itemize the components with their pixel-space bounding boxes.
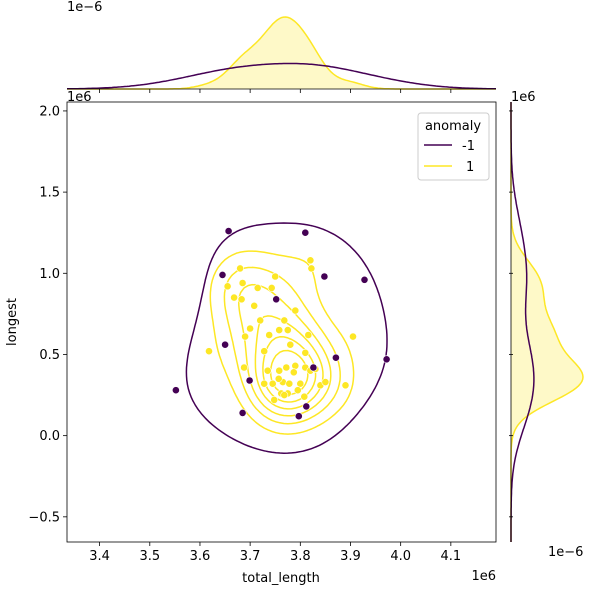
normal-point — [341, 381, 350, 390]
anomaly-point — [294, 412, 303, 421]
kde-contour-normal-level — [209, 250, 355, 435]
normal-point — [230, 293, 238, 302]
normal-point — [291, 306, 300, 315]
x-tick-label: 3.9 — [340, 549, 361, 564]
normal-point — [275, 366, 284, 375]
normal-point — [275, 326, 284, 334]
normal-point — [286, 340, 295, 349]
normal-point — [307, 264, 316, 273]
y-tick-label: 0.0 — [39, 429, 60, 444]
normal-point — [250, 301, 259, 310]
normal-point — [304, 331, 313, 339]
normal-point — [293, 386, 302, 395]
normal-point — [268, 379, 277, 388]
normal-point — [289, 368, 298, 377]
anomaly-point — [331, 353, 340, 362]
normal-point — [274, 374, 283, 383]
normal-point — [296, 379, 305, 388]
anomaly-point — [221, 340, 229, 349]
normal-point — [280, 316, 289, 325]
y-axis-offset-label: 1e6 — [67, 90, 92, 105]
top-marginal-density — [67, 16, 496, 90]
top-marginal-offset-label: 1e−6 — [67, 0, 102, 15]
normal-point — [282, 363, 291, 372]
x-axis-offset-label: 1e6 — [471, 569, 496, 584]
y-tick-label: −0.5 — [28, 510, 60, 525]
anomaly-point — [309, 363, 318, 372]
anomaly-point — [382, 355, 391, 364]
x-tick-label: 4.1 — [440, 549, 461, 564]
normal-point — [238, 279, 247, 287]
kde-contours-normal — [209, 250, 355, 435]
y-axis-ticks: −0.5 0.0 0.5 1.0 1.5 2.0 — [28, 104, 513, 525]
legend: anomaly -1 1 — [417, 112, 490, 181]
normal-point — [236, 264, 244, 273]
anomaly-point — [301, 228, 310, 237]
normal-point — [301, 348, 310, 357]
anomaly-point — [245, 376, 254, 385]
x-tick-label: 3.4 — [89, 549, 110, 564]
x-tick-label: 3.5 — [139, 549, 160, 564]
x-tick-label: 4.0 — [390, 549, 411, 564]
right-marginal-density — [510, 102, 584, 542]
normal-point — [280, 391, 289, 399]
y-axis-label: longest — [5, 298, 20, 346]
x-tick-label: 3.6 — [190, 549, 211, 564]
normal-point — [223, 282, 232, 291]
x-tick-label: 3.7 — [240, 549, 261, 564]
normal-point — [253, 283, 262, 292]
normal-point — [205, 347, 213, 356]
normal-point — [246, 324, 254, 333]
normal-point — [237, 295, 246, 304]
right-density-fill-normal — [511, 102, 583, 542]
normal-point — [271, 272, 280, 281]
y-tick-label: 2.0 — [39, 104, 60, 119]
normal-point — [260, 379, 269, 388]
anomaly-point — [302, 402, 311, 411]
y-tick-label: 1.5 — [39, 186, 60, 201]
top-density-line-anomaly — [67, 62, 496, 90]
anomaly-point — [272, 295, 281, 304]
anomaly-point — [320, 272, 329, 281]
normal-point — [349, 332, 357, 341]
right-marginal-offset-label: 1e−6 — [548, 545, 583, 560]
y-tick-label: 1.0 — [39, 267, 60, 282]
normal-point — [265, 331, 274, 339]
anomaly-point — [360, 275, 369, 284]
right-marginal-top-offset: 1e6 — [511, 90, 536, 105]
normal-point — [256, 316, 265, 325]
normal-point — [285, 379, 294, 388]
x-axis-ticks: 3.4 3.5 3.6 3.7 3.8 3.9 4.0 4.1 — [89, 89, 461, 564]
right-density-line-anomaly — [510, 102, 535, 542]
x-tick-label: 3.8 — [290, 549, 311, 564]
normal-point — [306, 256, 315, 265]
legend-label-anomaly: -1 — [462, 139, 475, 154]
normal-point — [321, 378, 330, 386]
x-axis-label: total_length — [242, 571, 320, 586]
y-tick-label: 0.5 — [39, 348, 60, 363]
normal-point — [300, 392, 309, 401]
normal-point — [270, 395, 279, 404]
main-plot-area — [171, 222, 391, 454]
normal-point — [291, 361, 300, 370]
legend-title: anomaly — [425, 119, 481, 134]
normal-point — [241, 332, 249, 341]
legend-box — [417, 112, 490, 181]
anomaly-point — [238, 408, 247, 417]
anomaly-point — [224, 227, 233, 235]
normal-point — [263, 366, 272, 375]
normal-point — [260, 347, 269, 356]
normal-point — [283, 326, 292, 334]
anomaly-point — [171, 386, 180, 395]
normal-point — [240, 363, 248, 372]
top-density-fill-normal — [67, 17, 496, 89]
scatter-points — [171, 227, 391, 421]
normal-point — [267, 283, 276, 292]
anomaly-point — [218, 270, 227, 279]
main-axes-frame — [66, 101, 497, 543]
legend-label-normal: 1 — [466, 160, 474, 175]
